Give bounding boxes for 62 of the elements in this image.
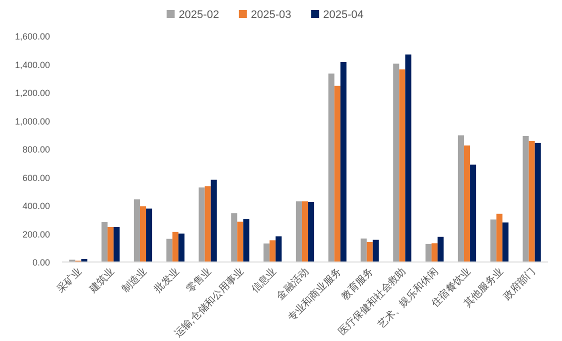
- bar: [140, 206, 146, 262]
- legend-label: 2025-02: [178, 9, 220, 21]
- x-tick-label: 批发业: [152, 266, 182, 296]
- bar: [522, 136, 529, 262]
- bar: [458, 135, 464, 262]
- bar: [405, 54, 412, 262]
- bar: [204, 186, 211, 262]
- bar: [166, 238, 172, 262]
- bar: [243, 219, 250, 262]
- legend-label: 2025-03: [250, 9, 292, 21]
- bar: [210, 180, 217, 262]
- y-tick-label: 200.00: [22, 229, 50, 240]
- y-tick-label: 800.00: [22, 144, 50, 154]
- bar: [134, 199, 140, 262]
- bar: [393, 64, 400, 262]
- bar: [366, 242, 373, 262]
- bar: [114, 226, 120, 262]
- bar: [198, 187, 205, 262]
- bar: [502, 222, 508, 262]
- bar: [534, 142, 541, 262]
- y-tick-label: 1,200.00: [14, 88, 50, 98]
- bar: [426, 244, 432, 262]
- bar: [328, 74, 334, 262]
- x-tick-label: 信息业: [249, 266, 279, 296]
- y-tick-label: 400.00: [22, 201, 50, 211]
- x-tick-label: 制造业: [119, 266, 150, 296]
- x-tick-label: 采矿业: [54, 266, 84, 296]
- bar: [276, 236, 282, 262]
- bar: [490, 219, 496, 262]
- x-tick-label: 建筑业: [86, 266, 117, 296]
- bar: [334, 86, 340, 262]
- bar: [464, 145, 470, 262]
- bar: [102, 222, 108, 262]
- bar: [372, 240, 379, 262]
- bar: [302, 201, 308, 262]
- bar: [108, 226, 114, 262]
- bar: [172, 232, 178, 262]
- y-tick-label: 1,000.00: [14, 116, 50, 126]
- bar: [308, 202, 314, 262]
- bar: [231, 213, 238, 262]
- y-tick-label: 1,600.00: [14, 32, 50, 42]
- bar: [438, 236, 444, 262]
- bar: [146, 208, 152, 262]
- x-tick-label: 政府部门: [501, 266, 538, 302]
- bar: [178, 234, 184, 262]
- bar: [470, 164, 476, 262]
- x-tick-label: 零售业: [184, 266, 214, 296]
- bar: [340, 62, 346, 262]
- bar: [399, 69, 406, 262]
- y-tick-label: 0.00: [32, 258, 50, 268]
- bar: [432, 243, 438, 262]
- bar: [270, 240, 276, 262]
- bar: [81, 259, 88, 262]
- bar: [360, 238, 367, 262]
- bar: [528, 140, 535, 262]
- bar: [296, 201, 302, 262]
- legend-label: 2025-04: [323, 9, 364, 21]
- bar: [237, 222, 244, 262]
- y-tick-label: 1,400.00: [14, 60, 50, 70]
- bar: [264, 243, 270, 262]
- bar: [496, 214, 502, 262]
- y-tick-label: 600.00: [22, 172, 50, 183]
